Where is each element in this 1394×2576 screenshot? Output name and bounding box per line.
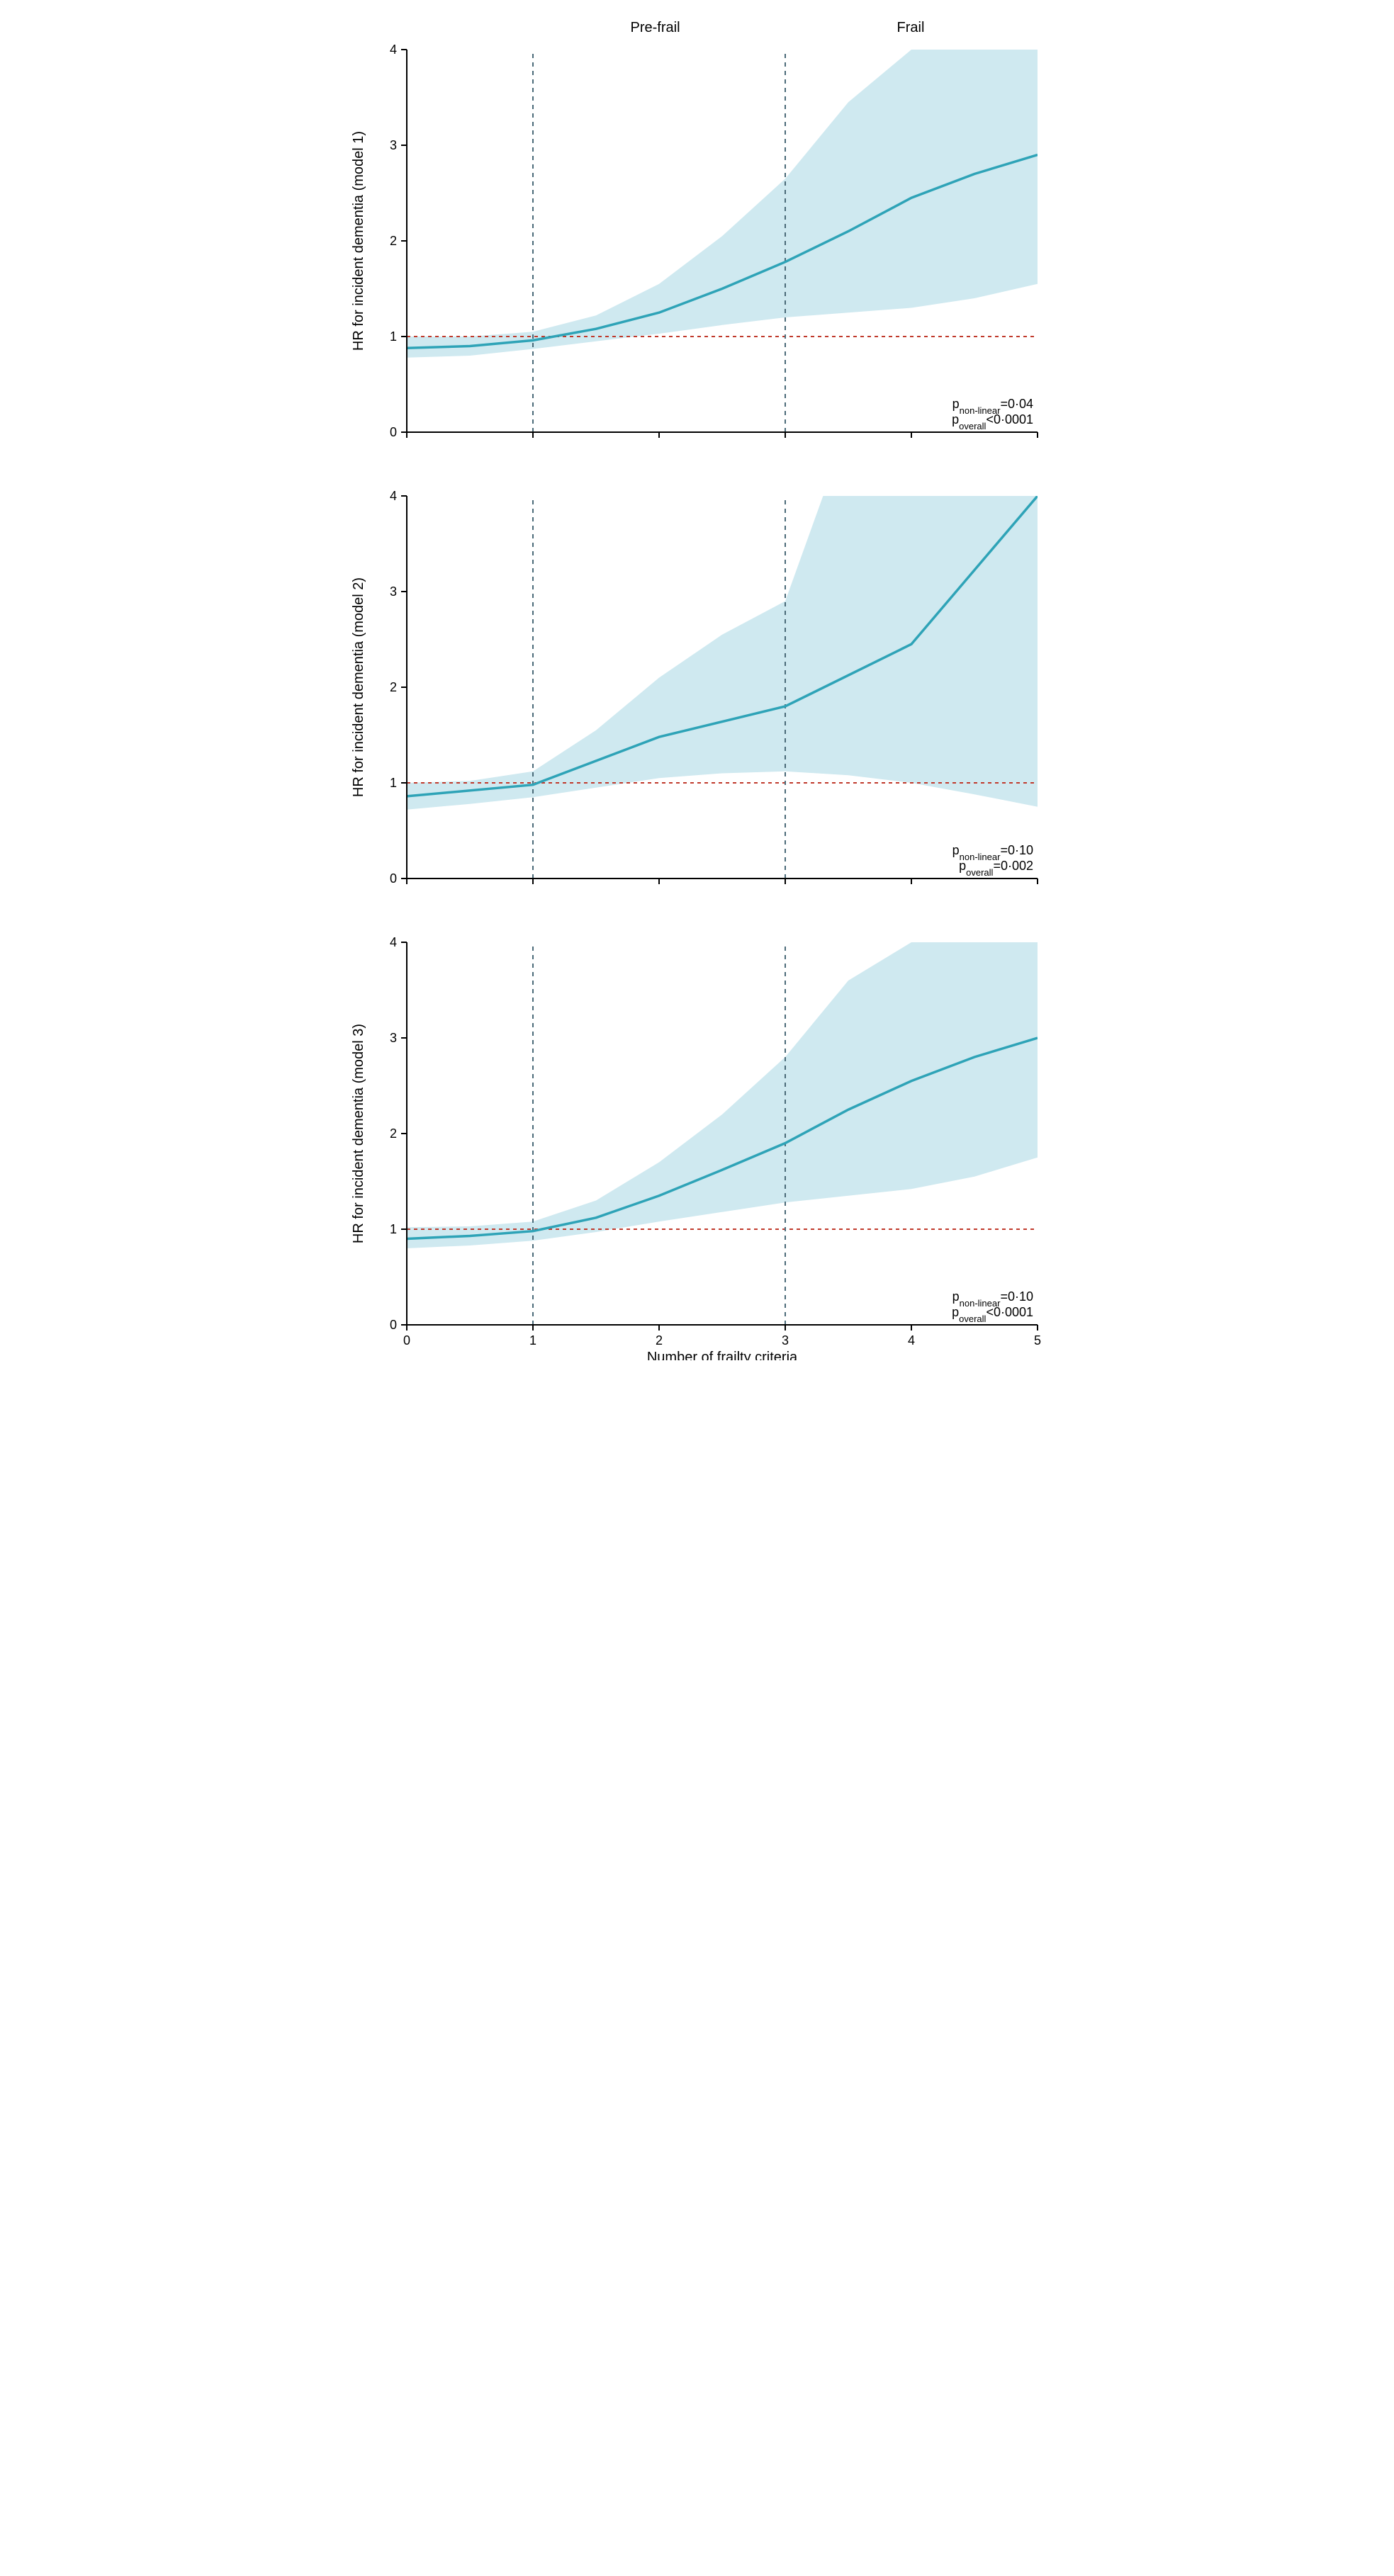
- header-prefrail: Pre-frail: [631, 20, 680, 36]
- y-tick-label: 0: [389, 1318, 396, 1332]
- y-axis-title: HR for incident dementia (model 3): [351, 1024, 366, 1243]
- y-tick-label: 1: [389, 329, 396, 344]
- x-tick-label: 4: [907, 1333, 914, 1348]
- chart-svg: 0 1 2 3 4 0 1 2 3 4 5 HR for incident dementia (mod…: [343, 935, 1052, 1360]
- y-tick-label: 3: [389, 584, 396, 599]
- chart-panel: 01234HR for incident dementia (model 2)p…: [343, 489, 1052, 914]
- y-tick-label: 1: [389, 1222, 396, 1236]
- ci-area: [407, 50, 1038, 358]
- chart-panel: Pre-frailFrail01234HR for incident demen…: [343, 43, 1052, 468]
- chart-svg: 01234HR for incident dementia (model 2)p…: [343, 489, 1052, 914]
- y-tick-label: 2: [389, 680, 396, 694]
- y-tick-label: 0: [389, 425, 396, 439]
- chart-svg: 01234HR for incident dementia (model 1)p…: [343, 43, 1052, 468]
- y-tick-label: 1: [389, 776, 396, 790]
- y-axis-title: HR for incident dementia (model 1): [351, 131, 366, 351]
- y-tick-label: 0: [389, 871, 396, 886]
- header-frail: Frail: [897, 20, 925, 36]
- chart-panel: 0 1 2 3 4 0 1 2 3 4 5 HR for incident dementia (mod…: [343, 935, 1052, 1360]
- y-tick-label: 3: [389, 138, 396, 152]
- y-axis-title: HR for incident dementia (model 2): [351, 577, 366, 797]
- x-tick-label: 3: [781, 1333, 788, 1348]
- y-tick-label: 3: [389, 1031, 396, 1045]
- x-tick-label: 5: [1033, 1333, 1040, 1348]
- y-tick-label: 2: [389, 234, 396, 248]
- y-tick-label: 4: [389, 43, 396, 57]
- x-tick-label: 0: [403, 1333, 410, 1348]
- x-tick-label: 1: [529, 1333, 536, 1348]
- ci-area: [407, 942, 1038, 1248]
- y-tick-label: 2: [389, 1126, 396, 1141]
- y-tick-label: 4: [389, 489, 396, 503]
- x-axis-title: Number of frailty criteria: [646, 1350, 797, 1360]
- y-tick-label: 4: [389, 935, 396, 949]
- ci-area: [407, 496, 1038, 810]
- x-tick-label: 2: [655, 1333, 662, 1348]
